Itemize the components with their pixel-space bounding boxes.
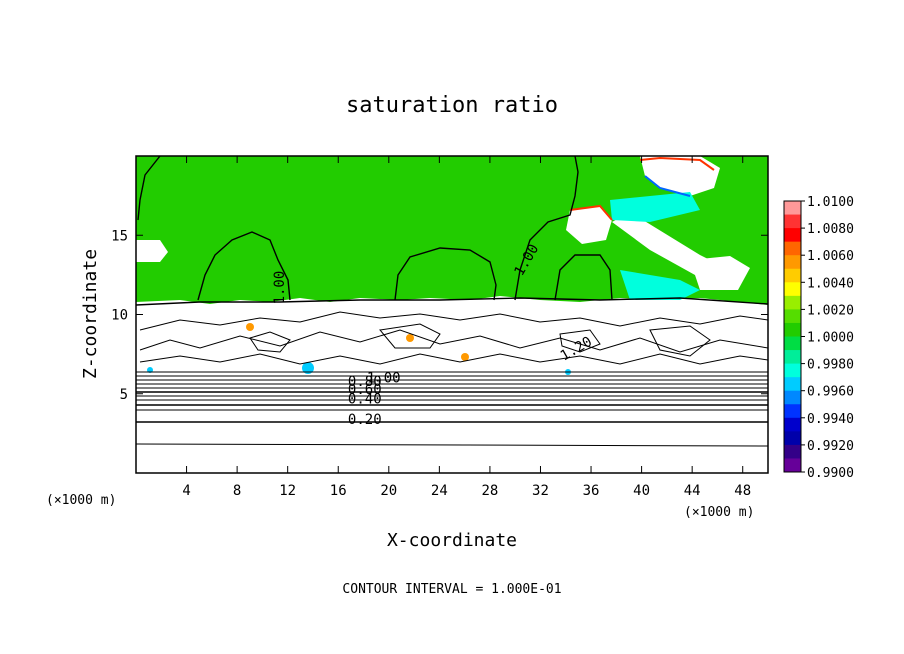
contour-label: 1.00 [367, 371, 401, 387]
x-tick-label: 16 [330, 483, 347, 499]
colorbar-segment [784, 390, 801, 405]
colorbar-segment [784, 241, 801, 256]
colorbar-segment [784, 322, 801, 337]
colorbar-segment [784, 255, 801, 270]
x-axis-title: X-coordinate [387, 530, 517, 551]
supersat-rim-1 [569, 204, 613, 221]
colorbar-segment [784, 228, 801, 243]
plot-area [136, 156, 768, 473]
subsaturated-cloud-mid-right [566, 206, 612, 244]
subsaturated-patch-right [690, 256, 750, 290]
colorbar-segment [784, 268, 801, 283]
x-tick-label: 20 [380, 483, 397, 499]
colorbar-label: 0.9900 [807, 466, 854, 481]
contour-interval-note: CONTOUR INTERVAL = 1.000E-01 [342, 582, 561, 597]
x-tick-label: 32 [532, 483, 549, 499]
colorbar-segment [784, 214, 801, 229]
colorbar-segment [784, 350, 801, 365]
x-unit-label: (×1000 m) [684, 505, 754, 520]
cloud-cell-3 [461, 353, 469, 361]
x-tick-label: 48 [734, 483, 751, 499]
colorbar-segment [784, 431, 801, 446]
colorbar-segment [784, 377, 801, 392]
colorbar-segment [784, 336, 801, 351]
colorbar-label: 0.9980 [807, 358, 854, 373]
subsaturated-patch-top-left [136, 240, 168, 262]
colorbar-segment [784, 417, 801, 432]
y-tick-label: 5 [120, 387, 128, 403]
cloud-cell-1 [246, 323, 254, 331]
near-saturation-patch-right [620, 270, 700, 300]
colorbar-segment [784, 309, 801, 324]
colorbar-segment [784, 363, 801, 378]
x-tick-label: 28 [481, 483, 498, 499]
cloud-cell-2 [406, 334, 414, 342]
z-unit-label: (×1000 m) [46, 493, 116, 508]
contour-label: 0.60 [348, 382, 382, 398]
y-tick-label: 15 [111, 228, 128, 244]
y-axis-title: Z-coordinate [80, 249, 101, 379]
colorbar-segment [784, 458, 801, 473]
colorbar-label: 1.0080 [807, 222, 854, 237]
x-axis-ticks: 4 8 12 16 20 24 28 32 36 40 44 48 [182, 156, 751, 499]
near-saturation-patch-topright [610, 192, 700, 222]
colorbar-label: 0.9940 [807, 412, 854, 427]
contour-label: 0.20 [348, 412, 382, 428]
colorbar: 1.0100 1.0080 1.0060 1.0040 1.0020 1.0000 0.99… [783, 195, 854, 481]
colorbar-segment [784, 295, 801, 310]
chart-title: saturation ratio [346, 93, 558, 118]
colorbar-label: 1.0000 [807, 331, 854, 346]
colorbar-label: 1.0100 [807, 195, 854, 210]
colorbar-label: 1.0040 [807, 276, 854, 291]
contour-label: 0.80 [348, 374, 382, 390]
x-tick-label: 8 [233, 483, 241, 499]
x-tick-label: 36 [583, 483, 600, 499]
colorbar-segment [784, 404, 801, 419]
colorbar-segment [784, 201, 801, 216]
contour-lines-lower [139, 311, 768, 365]
supersat-rim-3 [644, 175, 691, 197]
cloud-cell-4 [302, 362, 314, 374]
y-tick-label: 10 [111, 308, 128, 324]
colorbar-label: 1.0060 [807, 249, 854, 264]
x-tick-label: 12 [279, 483, 296, 499]
subsaturated-patch-top-right [640, 156, 720, 196]
x-tick-label: 44 [684, 483, 701, 499]
contour-lines-stable [136, 371, 768, 447]
contour-label: 1.00 [272, 271, 288, 305]
x-tick-label: 4 [182, 483, 190, 499]
supersat-rim-2 [639, 156, 715, 171]
x-tick-label: 40 [633, 483, 650, 499]
saturated-region [136, 156, 768, 305]
colorbar-label: 1.0020 [807, 303, 854, 318]
colorbar-label: 0.9960 [807, 385, 854, 400]
colorbar-segment [784, 282, 801, 297]
y-axis-ticks: 5 10 15 [111, 228, 768, 403]
contour-lines-upper [136, 156, 768, 306]
x-tick-label: 24 [431, 483, 448, 499]
colorbar-segment [784, 444, 801, 459]
contour-label: 0.40 [348, 391, 382, 407]
colorbar-label: 0.9920 [807, 439, 854, 454]
